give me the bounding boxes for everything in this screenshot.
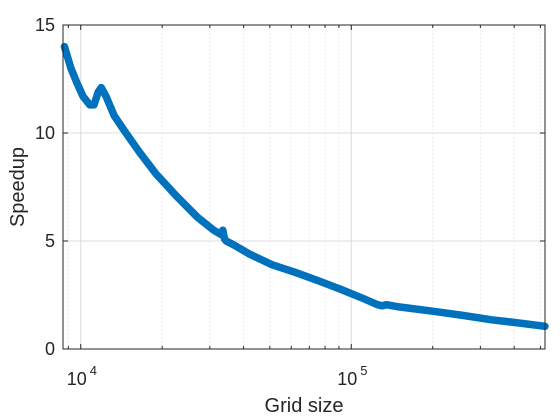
series-layer <box>60 42 549 331</box>
x-tick-label: 10 <box>337 369 357 389</box>
x-tick-label: 10 <box>67 369 87 389</box>
plot-frame <box>62 24 546 350</box>
grid-lines <box>63 24 545 350</box>
y-tick-label: 0 <box>45 339 55 359</box>
x-tick-label-exponent: 5 <box>360 363 367 378</box>
x-axis-label: Grid size <box>265 395 344 417</box>
y-tick-label: 5 <box>45 231 55 251</box>
x-tick-label-exponent: 4 <box>90 363 97 378</box>
speedup-series-line <box>60 42 549 331</box>
y-tick-label: 15 <box>35 15 55 35</box>
y-axis-label: Speedup <box>7 147 29 227</box>
tick-marks <box>63 24 545 350</box>
y-tick-label: 10 <box>35 123 55 143</box>
